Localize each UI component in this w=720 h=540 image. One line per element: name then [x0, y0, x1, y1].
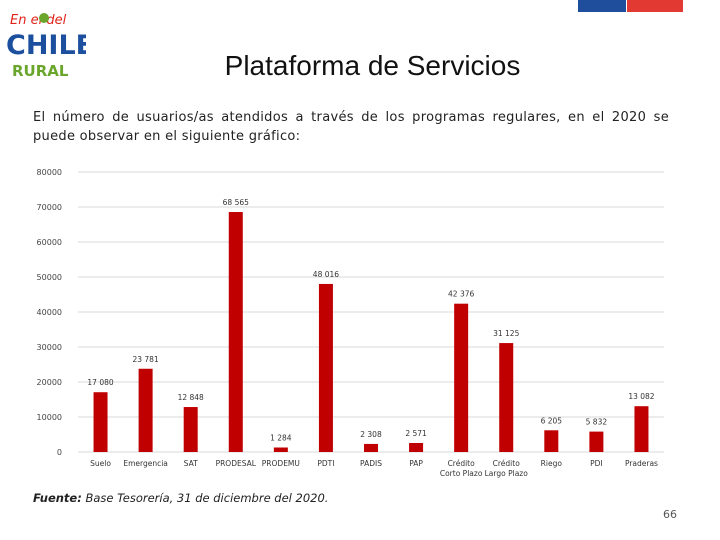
page-title: Plataforma de Servicios [224, 50, 521, 81]
chart-y-axis: 0 10000 20000 30000 40000 50000 60000 70000 8000… [37, 168, 62, 457]
x-tick-label: Crédito [448, 459, 476, 468]
y-tick-label: 60000 [37, 238, 62, 247]
data-label: 48 016 [313, 270, 339, 279]
intro-paragraph: El número de usuarios/as atendidos a tra… [33, 110, 669, 144]
y-tick-label: 10000 [37, 413, 62, 422]
flag-stripe-blue [578, 0, 626, 12]
chart-data-labels: 17 080 23 781 12 848 68 565 1 284 48 016 2 308… [87, 198, 654, 442]
data-label: 42 376 [448, 290, 474, 299]
x-tick-label: SAT [184, 459, 198, 468]
data-label: 17 080 [87, 378, 113, 387]
bar [228, 212, 243, 452]
source-note: Fuente: Base Tesorería, 31 de diciembre … [33, 491, 328, 505]
x-tick-label: Corto Plazo [440, 469, 483, 478]
data-label: 12 848 [178, 393, 204, 402]
x-tick-label: Riego [541, 459, 563, 468]
bar [634, 406, 649, 452]
bar [93, 392, 108, 452]
bar [364, 443, 378, 452]
data-label: 5 832 [586, 418, 608, 427]
bar [183, 407, 198, 452]
bar [544, 430, 559, 452]
chart-x-axis: Suelo Emergencia SAT PRODESAL PRODEMU PDTI PAD… [90, 459, 658, 478]
logo-line-2: CHILE [6, 30, 86, 61]
x-tick-label: PDTI [317, 459, 334, 468]
y-tick-label: 80000 [37, 168, 62, 177]
users-bar-chart: 0 10000 20000 30000 40000 50000 60000 70000 8000… [37, 168, 664, 478]
data-label: 31 125 [493, 329, 519, 338]
data-label: 13 082 [628, 392, 654, 401]
y-tick-label: 70000 [37, 203, 62, 212]
data-label: 2 308 [360, 430, 382, 439]
x-tick-label: PRODEMU [262, 459, 300, 468]
leaf-icon [39, 13, 49, 23]
x-tick-label: Emergencia [123, 459, 168, 468]
x-tick-label: Suelo [90, 459, 111, 468]
data-label: 68 565 [223, 198, 249, 207]
x-tick-label: PADIS [360, 459, 382, 468]
x-tick-label: PDI [590, 459, 603, 468]
y-tick-label: 0 [57, 448, 62, 457]
x-tick-label: Largo Plazo [485, 469, 529, 478]
logo-line-3: RURAL [12, 62, 69, 80]
data-label: 1 284 [270, 434, 292, 443]
x-tick-label: PAP [409, 459, 423, 468]
chart-bars [93, 212, 649, 452]
data-label: 2 571 [405, 429, 427, 438]
bar [318, 283, 333, 452]
x-tick-label: Praderas [625, 459, 658, 468]
bar [454, 303, 469, 452]
en-el-chile-rural-logo: En el del CHILE RURAL [6, 13, 86, 80]
bar [138, 368, 153, 452]
page-number: 66 [663, 508, 677, 521]
y-tick-label: 50000 [37, 273, 62, 282]
y-tick-label: 20000 [37, 378, 62, 387]
x-tick-label: Crédito [493, 459, 521, 468]
chart-gridlines [78, 171, 664, 453]
y-tick-label: 40000 [37, 308, 62, 317]
source-text: Base Tesorería, 31 de diciembre del 2020… [85, 491, 329, 505]
data-label: 6 205 [541, 416, 563, 425]
bar [499, 343, 514, 452]
source-label: Fuente: [33, 491, 82, 505]
bar [589, 431, 604, 452]
bar [273, 447, 288, 452]
logo-line-1: En el del [10, 13, 67, 28]
x-tick-label: PRODESAL [216, 459, 257, 468]
flag-stripe-red [627, 0, 683, 12]
bar [409, 443, 424, 452]
data-label: 23 781 [132, 355, 158, 364]
y-tick-label: 30000 [37, 343, 62, 352]
